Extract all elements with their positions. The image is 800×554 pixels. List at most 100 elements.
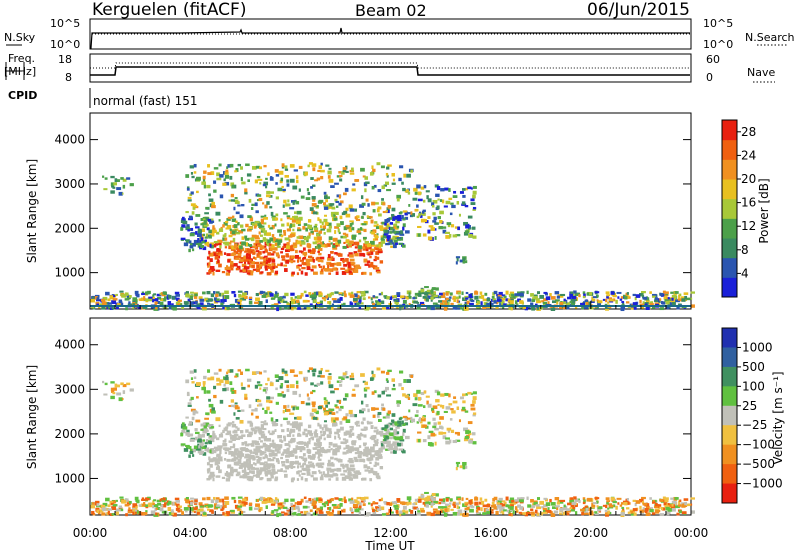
data-cell <box>283 506 288 509</box>
data-cell <box>536 291 541 295</box>
data-cell <box>190 291 194 294</box>
data-cell <box>351 227 355 231</box>
data-cell <box>215 475 221 478</box>
data-cell <box>252 252 256 255</box>
data-cell <box>271 449 275 454</box>
data-cell <box>472 441 477 445</box>
data-cell <box>335 242 339 246</box>
data-cell <box>374 296 379 299</box>
data-cell <box>517 291 522 295</box>
data-cell <box>318 252 322 256</box>
data-cell <box>571 501 577 505</box>
data-cell <box>299 259 305 262</box>
velocity-colorbar-tick-label: −1000 <box>742 477 783 491</box>
data-cell <box>259 496 264 500</box>
data-cell <box>185 510 188 513</box>
data-cell <box>354 179 360 182</box>
data-cell <box>274 476 279 480</box>
data-cell <box>414 208 419 212</box>
data-cell <box>312 447 317 450</box>
data-cell <box>345 463 349 468</box>
data-cell <box>110 175 115 179</box>
data-cell <box>219 379 224 383</box>
data-cell <box>519 300 524 304</box>
data-cell <box>343 192 347 196</box>
data-cell <box>392 244 397 249</box>
data-cell <box>204 447 210 452</box>
data-cell <box>319 506 323 511</box>
data-cell <box>313 236 318 241</box>
data-cell <box>363 182 368 187</box>
data-cell <box>190 227 194 231</box>
data-cell <box>365 426 368 431</box>
data-cell <box>407 501 412 505</box>
data-cell <box>285 253 289 258</box>
data-cell <box>363 496 369 500</box>
data-cell <box>396 403 400 407</box>
data-cell <box>547 507 550 511</box>
data-cell <box>189 233 195 237</box>
data-cell <box>209 449 212 454</box>
data-cell <box>372 501 376 504</box>
data-cell <box>384 429 390 432</box>
data-cell <box>348 477 353 481</box>
data-cell <box>106 511 109 516</box>
data-cell <box>113 387 118 391</box>
data-cell <box>238 261 243 264</box>
data-cell <box>306 445 309 448</box>
data-cell <box>274 223 277 227</box>
data-cell <box>397 217 402 222</box>
noise-tick-top: 10^5 <box>50 17 81 30</box>
data-cell <box>287 199 290 203</box>
data-cell <box>151 296 155 300</box>
data-cell <box>334 497 339 500</box>
data-cell <box>307 255 313 259</box>
data-cell <box>187 433 193 437</box>
data-cell <box>467 186 472 190</box>
data-cell <box>642 500 645 505</box>
data-cell <box>201 510 206 514</box>
data-cell <box>262 407 265 410</box>
data-cell <box>223 427 228 432</box>
data-cell <box>132 303 135 306</box>
data-cell <box>327 507 330 510</box>
data-cell <box>354 458 359 463</box>
data-cell <box>444 187 449 191</box>
data-cell <box>189 438 195 442</box>
data-cell <box>235 426 238 429</box>
data-cell <box>127 511 132 514</box>
data-cell <box>312 500 318 504</box>
data-cell <box>259 234 263 237</box>
data-cell <box>363 458 366 463</box>
data-cell <box>341 376 345 381</box>
data-cell <box>257 456 262 461</box>
data-cell <box>454 502 460 506</box>
data-cell <box>243 471 247 476</box>
data-cell <box>189 243 193 246</box>
data-cell <box>664 291 669 295</box>
data-cell <box>294 502 297 505</box>
data-cell <box>328 506 332 511</box>
data-cell <box>323 412 329 416</box>
data-cell <box>185 291 189 295</box>
data-cell <box>570 298 575 303</box>
data-cell <box>324 244 328 248</box>
data-cell <box>371 507 374 510</box>
data-cell <box>255 445 260 450</box>
data-cell <box>620 512 626 516</box>
data-cell <box>239 224 244 228</box>
data-cell <box>122 184 126 189</box>
data-cell <box>187 228 193 231</box>
data-cell <box>276 513 280 518</box>
data-cell <box>315 497 319 502</box>
data-cell <box>323 214 327 217</box>
data-cell <box>462 463 466 467</box>
data-cell <box>286 183 290 187</box>
data-cell <box>245 464 249 468</box>
data-cell <box>372 295 376 298</box>
data-cell <box>271 464 276 469</box>
data-cell <box>363 434 367 438</box>
data-cell <box>250 477 254 482</box>
data-cell <box>285 259 290 263</box>
data-cell <box>663 296 668 300</box>
